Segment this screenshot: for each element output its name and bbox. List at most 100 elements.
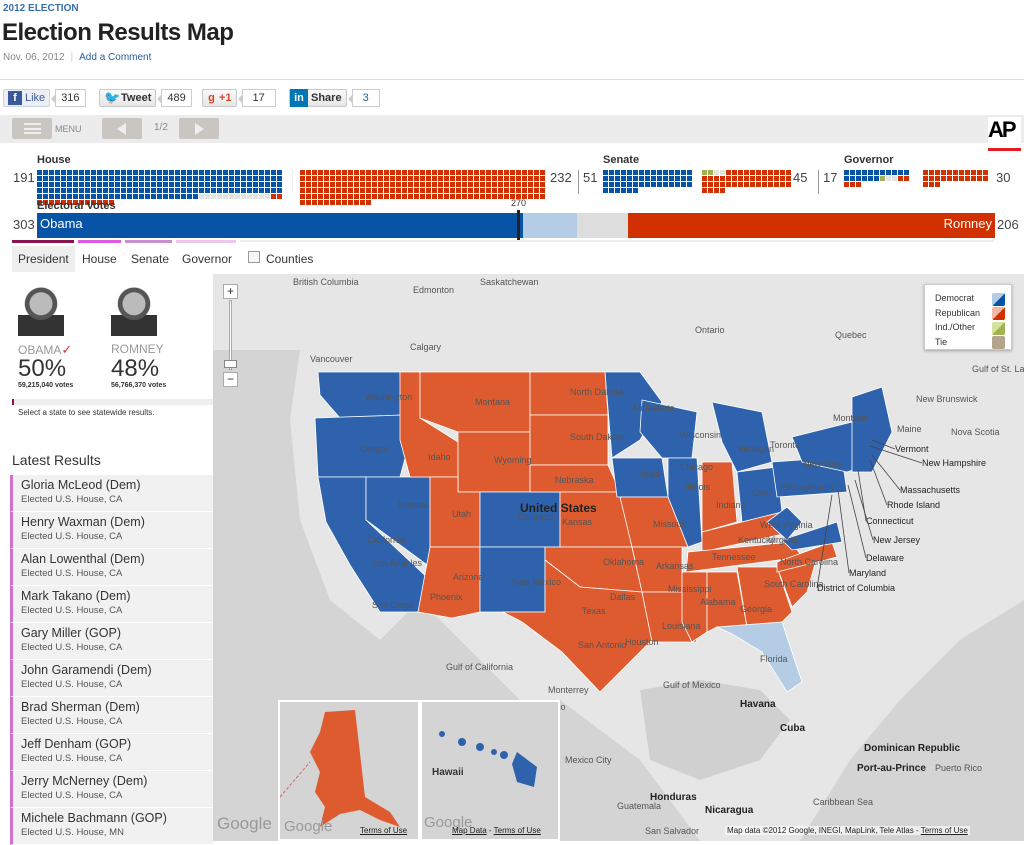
house-seat-rep (414, 182, 419, 187)
state-georgia[interactable] (736, 566, 793, 628)
state-illinois[interactable] (667, 457, 703, 548)
house-seat-dem (121, 176, 126, 181)
tab-senate[interactable]: Senate (131, 252, 170, 266)
zoom-slider-handle[interactable] (224, 360, 237, 368)
house-seat-rep (306, 200, 311, 205)
result-item[interactable]: Brad Sherman (Dem) Elected U.S. House, CA (10, 697, 213, 734)
hawaii-inset[interactable]: Hawaii Google Map Data - Terms of Use (420, 700, 560, 841)
terms-link[interactable]: Terms of Use (360, 826, 408, 835)
result-item[interactable]: Gloria McLeod (Dem) Elected U.S. House, C… (10, 475, 213, 512)
counties-checkbox[interactable] (248, 251, 260, 263)
house-seat-dem (127, 188, 132, 193)
hamburger-icon (24, 123, 41, 134)
state-michigan[interactable] (711, 401, 773, 473)
house-seat-rep (480, 176, 485, 181)
state-virginia[interactable] (781, 521, 843, 551)
house-seat-dem (199, 170, 204, 175)
callout-label[interactable]: District of Columbia (817, 583, 895, 593)
house-seat-dem (253, 188, 258, 193)
callout-line (871, 454, 901, 491)
callout-label[interactable]: Rhode Island (887, 500, 940, 510)
alaska-inset[interactable]: Google Terms of Use (278, 700, 420, 841)
house-seat-dem (73, 194, 78, 199)
election-map[interactable]: United States Washington Oregon California… (213, 274, 1024, 841)
house-seat-dem (55, 182, 60, 187)
menu-button[interactable] (12, 118, 52, 139)
state-arizona[interactable] (417, 546, 481, 619)
result-item[interactable]: Henry Waxman (Dem) Elected U.S. House, CA (10, 512, 213, 549)
callout-label[interactable]: Delaware (866, 553, 904, 563)
state-label: New Mexico (512, 577, 561, 587)
tab-president[interactable]: President (12, 246, 75, 272)
house-seat-dem (67, 194, 72, 199)
callout-label[interactable]: New Jersey (873, 535, 921, 545)
place-label: Chicago (680, 462, 713, 472)
result-item[interactable]: John Garamendi (Dem) Elected U.S. House, … (10, 660, 213, 697)
house-seat-rep (414, 188, 419, 193)
house-seat-rep (420, 194, 425, 199)
house-seat-dem (199, 176, 204, 181)
result-item[interactable]: Jeff Denham (GOP) Elected U.S. House, CA (10, 734, 213, 771)
state-texas[interactable] (502, 559, 653, 693)
house-seat-rep (480, 194, 485, 199)
tab-house[interactable]: House (82, 252, 117, 266)
state-label: Kansas (562, 517, 593, 527)
state-maine[interactable] (851, 386, 893, 473)
result-item[interactable]: Alan Lowenthal (Dem) Elected U.S. House, … (10, 549, 213, 586)
senate-seat-dem (669, 170, 674, 175)
callout-label[interactable]: Massachusetts (900, 485, 961, 495)
section-kicker[interactable]: 2012 ELECTION (3, 3, 79, 14)
governor-seat-rep (935, 182, 940, 187)
zoom-in-button[interactable]: + (223, 284, 238, 299)
gulf-water (640, 680, 790, 780)
obama-photo (18, 284, 64, 336)
house-seat-dem (109, 170, 114, 175)
result-item[interactable]: Jerry McNerney (Dem) Elected U.S. House, … (10, 771, 213, 808)
map-data-link[interactable]: Map Data - Terms of Use (452, 826, 541, 835)
state-mississippi[interactable] (681, 571, 708, 643)
callout-label[interactable]: Vermont (895, 444, 929, 454)
governor-seat-dem (892, 170, 897, 175)
house-seat-rep (516, 176, 521, 181)
state-indiana[interactable] (701, 461, 738, 533)
tweet-label: Tweet (121, 92, 152, 104)
google-plus-button[interactable]: g +1 17 (202, 89, 276, 107)
house-seat-rep (318, 194, 323, 199)
result-item[interactable]: Michele Bachmann (GOP) Elected U.S. House… (10, 808, 213, 845)
house-seat-dem (97, 176, 102, 181)
house-seat-dem (61, 194, 66, 199)
callout-label[interactable]: Connecticut (866, 516, 914, 526)
house-seat-rep (432, 170, 437, 175)
state-alaska[interactable] (310, 710, 400, 827)
house-seat-dem (85, 182, 90, 187)
house-seat-rep (390, 176, 395, 181)
state-west-virginia[interactable] (766, 506, 803, 541)
house-seat-dem (139, 182, 144, 187)
state-hawaii[interactable] (439, 731, 537, 787)
tweet-button[interactable]: 🐦 Tweet 489 (99, 89, 192, 107)
map-canvas[interactable]: United States Washington Oregon California… (213, 274, 1024, 841)
house-seat-dem (43, 188, 48, 193)
state-florida[interactable] (715, 621, 803, 693)
tab-governor[interactable]: Governor (182, 252, 233, 266)
callout-label[interactable]: New Hampshire (922, 458, 986, 468)
senate-seat-rep (702, 182, 707, 187)
zoom-slider[interactable] (229, 300, 232, 370)
result-item[interactable]: Mark Takano (Dem) Elected U.S. House, CA (10, 586, 213, 623)
next-button[interactable] (179, 118, 219, 139)
linkedin-share-button[interactable]: in Share 3 (289, 89, 380, 107)
house-seat-dem (61, 182, 66, 187)
callout-label[interactable]: Maryland (849, 568, 886, 578)
facebook-like[interactable]: f Like 316 (3, 89, 86, 107)
counties-label[interactable]: Counties (266, 252, 314, 266)
previous-button[interactable] (102, 118, 142, 139)
result-item[interactable]: Gary Miller (GOP) Elected U.S. House, CA (10, 623, 213, 660)
senate-seat-rep (708, 176, 713, 181)
add-comment-link[interactable]: Add a Comment (79, 52, 152, 63)
house-seat-dem (127, 176, 132, 181)
terms-link[interactable]: Terms of Use (920, 826, 968, 835)
result-status: Elected U.S. House, CA (21, 790, 123, 801)
zoom-out-button[interactable]: − (223, 372, 238, 387)
senate-seat-rep (750, 182, 755, 187)
house-seat-rep (366, 194, 371, 199)
